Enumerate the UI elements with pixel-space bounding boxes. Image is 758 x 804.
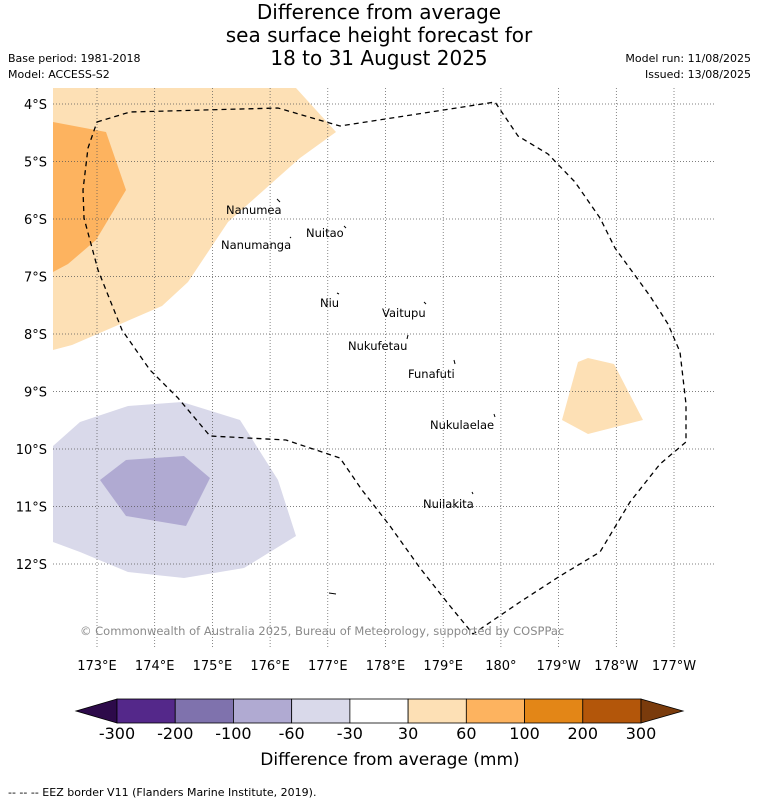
- colorbar-tick: 30: [397, 724, 419, 743]
- island-label-nuitao: Nuitao: [306, 226, 344, 240]
- island-shape-nuilakita: [471, 491, 474, 495]
- colorbar-tick: -200: [157, 724, 194, 743]
- colorbar-bin: [349, 698, 409, 724]
- island-shapes: [276, 198, 496, 595]
- lon-tick-label: 177°W: [652, 659, 696, 674]
- colorbar-title: Difference from average (mm): [260, 750, 520, 770]
- lon-tick-label: 179°E: [423, 659, 463, 674]
- lon-tick-label: 178°W: [594, 659, 638, 674]
- lon-tick-label: 177°E: [308, 659, 348, 674]
- island-label-niu: Niu: [320, 296, 339, 310]
- graticule: [53, 88, 714, 648]
- colorbar-bin: [407, 698, 467, 724]
- latitude-labels: 4°S 5°S 6°S 7°S 8°S 9°S 10°S 11°S 12°S: [16, 98, 47, 573]
- colorbar-tick: 100: [509, 724, 540, 743]
- island-shape-nanumea: [276, 198, 281, 203]
- island-shape-nukufetau: [406, 334, 409, 340]
- anomaly-region-60-100-nw: [53, 122, 126, 272]
- island-label-nukufetau: Nukufetau: [348, 339, 407, 353]
- lon-tick-label: 174°E: [135, 659, 175, 674]
- colorbar-tick: 60: [456, 724, 477, 743]
- colorbar-tick: -30: [336, 724, 363, 743]
- issued-date: Issued: 13/08/2025: [644, 68, 751, 81]
- colorbar: [74, 698, 685, 724]
- lat-tick-label: 12°S: [16, 558, 47, 573]
- map-title-line3: 18 to 31 August 2025: [270, 46, 488, 70]
- island-label-vaitupu: Vaitupu: [382, 306, 426, 320]
- lon-tick-label: 173°E: [77, 659, 117, 674]
- longitude-labels: 173°E 174°E 175°E 176°E 177°E 178°E 179°E 180° 1…: [77, 659, 696, 674]
- eez-footnote: -- -- -- EEZ border V11 (Flanders Marine…: [8, 786, 317, 799]
- anomaly-region-30-60-east: [562, 358, 643, 434]
- island-label-funafuti: Funafuti: [408, 367, 455, 381]
- colorbar-bin: [174, 698, 234, 724]
- map-title-line2: sea surface height forecast for: [225, 23, 533, 47]
- lat-tick-label: 6°S: [24, 213, 47, 228]
- colorbar-extend-high: [640, 698, 685, 724]
- model-name: Model: ACCESS-S2: [8, 68, 110, 81]
- colorbar-bin: [465, 698, 525, 724]
- island-label-nanumea: Nanumea: [226, 203, 282, 217]
- model-run: Model run: 11/08/2025: [625, 52, 751, 65]
- lat-tick-label: 5°S: [24, 156, 47, 171]
- lon-tick-label: 180°: [485, 659, 516, 674]
- colorbar-tick: 200: [567, 724, 599, 743]
- lon-tick-label: 175°E: [193, 659, 233, 674]
- island-label-nukulaelae: Nukulaelae: [430, 418, 494, 432]
- island-shape-funafuti: [453, 359, 456, 365]
- island-shape-nukulaelae: [493, 413, 496, 418]
- colorbar-bin: [233, 698, 293, 724]
- lon-tick-label: 179°W: [537, 659, 581, 674]
- base-period: Base period: 1981-2018: [8, 52, 141, 65]
- eez-border: [82, 101, 687, 635]
- colorbar-bin: [582, 698, 642, 724]
- island-shape-nuitao: [343, 225, 347, 229]
- lon-tick-label: 176°E: [250, 659, 290, 674]
- colorbar-extend-low: [74, 698, 118, 724]
- lon-tick-label: 178°E: [366, 659, 406, 674]
- lat-tick-label: 9°S: [24, 386, 47, 401]
- colorbar-tick: -300: [98, 724, 136, 743]
- colorbar-tick: -100: [215, 724, 252, 743]
- lat-tick-label: 11°S: [16, 501, 47, 516]
- colorbar-bin: [524, 698, 584, 724]
- copyright-credit: © Commonwealth of Australia 2025, Bureau…: [80, 624, 565, 638]
- colorbar-bin: [116, 698, 176, 724]
- island-label-nuilakita: Nuilakita: [423, 497, 474, 511]
- island-shape-niu: [336, 292, 340, 295]
- lat-tick-label: 10°S: [16, 443, 47, 458]
- island-shape-vaitupu: [423, 301, 427, 305]
- colorbar-bin: [291, 698, 351, 724]
- lat-tick-label: 4°S: [24, 98, 47, 113]
- island-shape-south: [328, 592, 337, 595]
- island-label-nanumanga: Nanumanga: [221, 238, 291, 252]
- island-shape-nanumanga: [289, 236, 292, 239]
- colorbar-tick: -60: [278, 724, 305, 743]
- lat-tick-label: 8°S: [24, 328, 47, 343]
- map-title-line1: Difference from average: [256, 0, 502, 24]
- lat-tick-label: 7°S: [24, 271, 47, 286]
- colorbar-tick: 300: [625, 724, 657, 743]
